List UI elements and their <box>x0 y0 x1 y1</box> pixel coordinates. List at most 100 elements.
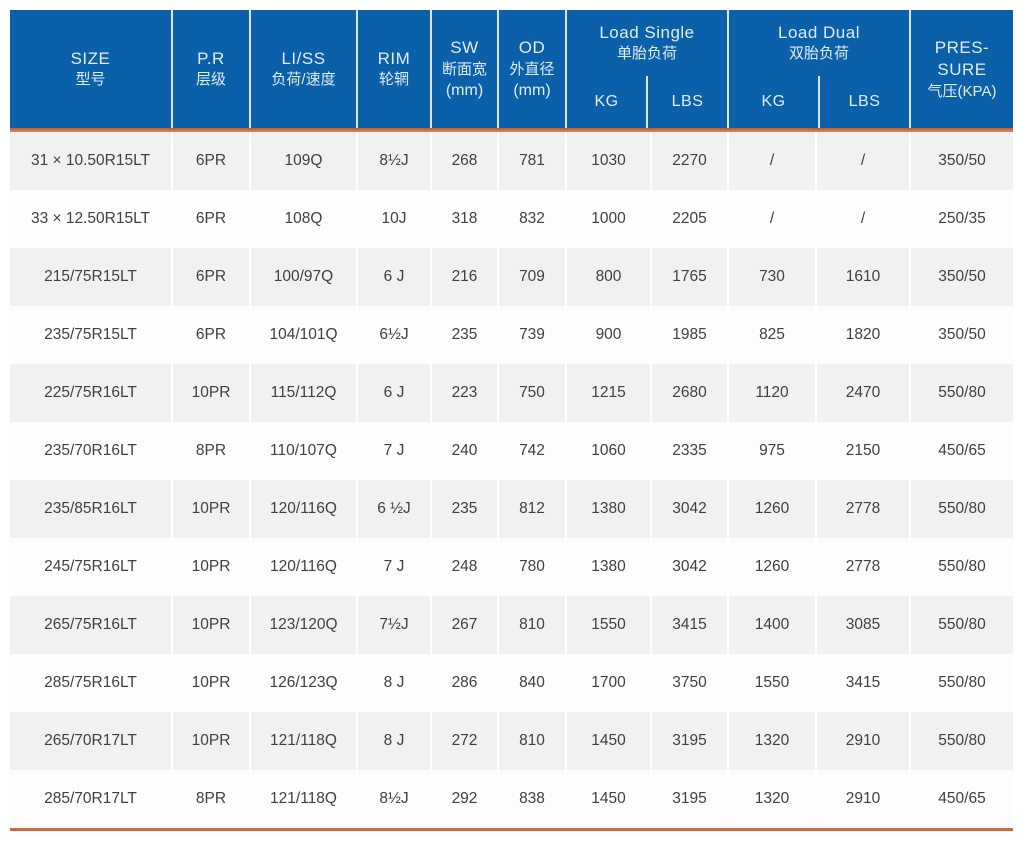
cell-pressure: 550/80 <box>909 654 1013 712</box>
load-dual-title-en: Load Dual <box>777 22 860 42</box>
col-header-size-zh: 型号 <box>75 71 106 89</box>
cell-rim: 8½J <box>356 132 430 190</box>
cell-load-single-kg: 1700 <box>565 654 650 712</box>
cell-load-single-kg: 1380 <box>565 538 650 596</box>
cell-load-dual-lbs: 2910 <box>815 712 909 770</box>
cell-size: 225/75R16LT <box>44 384 137 401</box>
cell-size: 31 × 10.50R15LT <box>30 152 151 169</box>
table-row: 245/75R16LT 10PR 120/116Q 7 J 248 780 13… <box>10 538 1013 596</box>
load-single-lbs-header: LBS <box>646 76 727 128</box>
cell-rim: 6 J <box>356 364 430 422</box>
cell-load-single-kg: 1380 <box>565 480 650 538</box>
cell-load-single-kg: 1215 <box>565 364 650 422</box>
cell-pressure: 550/80 <box>909 712 1013 770</box>
col-header-od: OD 外直径 (mm) <box>497 10 565 128</box>
load-single-subheaders: KG LBS <box>567 76 727 128</box>
cell-rim: 7½J <box>356 596 430 654</box>
cell-liss: 126/123Q <box>249 654 356 712</box>
cell-sw: 267 <box>430 596 497 654</box>
cell-pr: 8PR <box>171 422 249 480</box>
cell-sw: 235 <box>430 480 497 538</box>
cell-rim: 8½J <box>356 770 430 828</box>
col-header-pressure-zh: 气压(KPA) <box>927 82 997 100</box>
cell-od: 780 <box>497 538 565 596</box>
cell-pressure: 550/80 <box>909 364 1013 422</box>
table-row: 265/75R16LT 10PR 123/120Q 7½J 267 810 15… <box>10 596 1013 654</box>
col-group-load-dual: Load Dual 双胎负荷 KG LBS <box>727 10 909 128</box>
col-header-rim: RIM 轮辋 <box>356 10 430 128</box>
cell-load-single-lbs: 3750 <box>650 654 727 712</box>
cell-load-single-lbs: 2680 <box>650 364 727 422</box>
load-dual-title-zh: 双胎负荷 <box>788 45 849 63</box>
cell-load-dual-kg: 1550 <box>727 654 815 712</box>
cell-load-dual-lbs: 2778 <box>815 538 909 596</box>
col-group-load-single: Load Single 单胎负荷 KG LBS <box>565 10 727 128</box>
col-header-rim-en: RIM <box>377 48 411 68</box>
cell-sw: 235 <box>430 306 497 364</box>
col-header-pr-zh: 层级 <box>195 71 226 89</box>
cell-od: 810 <box>497 712 565 770</box>
cell-pressure: 350/50 <box>909 306 1013 364</box>
cell-od: 832 <box>497 190 565 248</box>
cell-od: 709 <box>497 248 565 306</box>
cell-load-dual-lbs: 2150 <box>815 422 909 480</box>
cell-sw: 272 <box>430 712 497 770</box>
load-single-kg-header: KG <box>594 93 619 110</box>
cell-sw: 318 <box>430 190 497 248</box>
cell-pr: 6PR <box>171 306 249 364</box>
cell-liss: 123/120Q <box>249 596 356 654</box>
cell-od: 810 <box>497 596 565 654</box>
col-header-sw-en: SW <box>450 38 479 58</box>
cell-od: 840 <box>497 654 565 712</box>
cell-pr: 6PR <box>171 132 249 190</box>
cell-load-dual-kg: 1400 <box>727 596 815 654</box>
cell-liss: 120/116Q <box>249 480 356 538</box>
table-row: 225/75R16LT 10PR 115/112Q 6 J 223 750 12… <box>10 364 1013 422</box>
cell-pressure: 350/50 <box>909 248 1013 306</box>
cell-load-dual-kg: 1120 <box>727 364 815 422</box>
cell-liss: 121/118Q <box>249 712 356 770</box>
cell-load-dual-lbs: 2470 <box>815 364 909 422</box>
cell-load-single-lbs: 3195 <box>650 770 727 828</box>
col-header-liss: LI/SS 负荷/速度 <box>249 10 356 128</box>
table-row: 285/75R16LT 10PR 126/123Q 8 J 286 840 17… <box>10 654 1013 712</box>
cell-pressure: 450/65 <box>909 422 1013 480</box>
cell-load-dual-kg: 1320 <box>727 712 815 770</box>
cell-load-dual-kg: 975 <box>727 422 815 480</box>
cell-pressure: 550/80 <box>909 596 1013 654</box>
cell-pr: 10PR <box>171 364 249 422</box>
cell-load-dual-lbs: 1610 <box>815 248 909 306</box>
table-body: 31 × 10.50R15LT 6PR 109Q 8½J 268 781 103… <box>10 132 1013 828</box>
table-header: SIZE 型号 P.R 层级 LI/SS 负荷/速度 RIM 轮辋 SW 断面宽… <box>10 10 1013 128</box>
cell-pressure: 250/35 <box>909 190 1013 248</box>
cell-load-single-lbs: 1985 <box>650 306 727 364</box>
cell-load-dual-lbs: / <box>815 132 909 190</box>
cell-sw: 292 <box>430 770 497 828</box>
cell-load-single-kg: 1450 <box>565 712 650 770</box>
cell-load-dual-kg: 730 <box>727 248 815 306</box>
cell-liss: 120/116Q <box>249 538 356 596</box>
cell-load-dual-lbs: 3085 <box>815 596 909 654</box>
cell-size: 245/75R16LT <box>44 558 137 575</box>
cell-od: 739 <box>497 306 565 364</box>
cell-sw: 240 <box>430 422 497 480</box>
cell-liss: 108Q <box>249 190 356 248</box>
cell-od: 750 <box>497 364 565 422</box>
load-single-title: Load Single 单胎负荷 <box>567 10 727 76</box>
cell-size: 265/75R16LT <box>44 616 137 633</box>
cell-load-single-lbs: 2205 <box>650 190 727 248</box>
col-header-od-unit: (mm) <box>513 81 551 99</box>
cell-pr: 6PR <box>171 190 249 248</box>
cell-load-single-kg: 1060 <box>565 422 650 480</box>
cell-load-single-kg: 1000 <box>565 190 650 248</box>
cell-load-single-lbs: 2335 <box>650 422 727 480</box>
table-row: 235/70R16LT 8PR 110/107Q 7 J 240 742 106… <box>10 422 1013 480</box>
cell-size: 265/70R17LT <box>44 732 137 749</box>
cell-rim: 7 J <box>356 538 430 596</box>
cell-rim: 7 J <box>356 422 430 480</box>
cell-pressure: 550/80 <box>909 480 1013 538</box>
cell-od: 838 <box>497 770 565 828</box>
cell-load-dual-kg: / <box>727 132 815 190</box>
cell-rim: 8 J <box>356 654 430 712</box>
cell-load-single-kg: 900 <box>565 306 650 364</box>
